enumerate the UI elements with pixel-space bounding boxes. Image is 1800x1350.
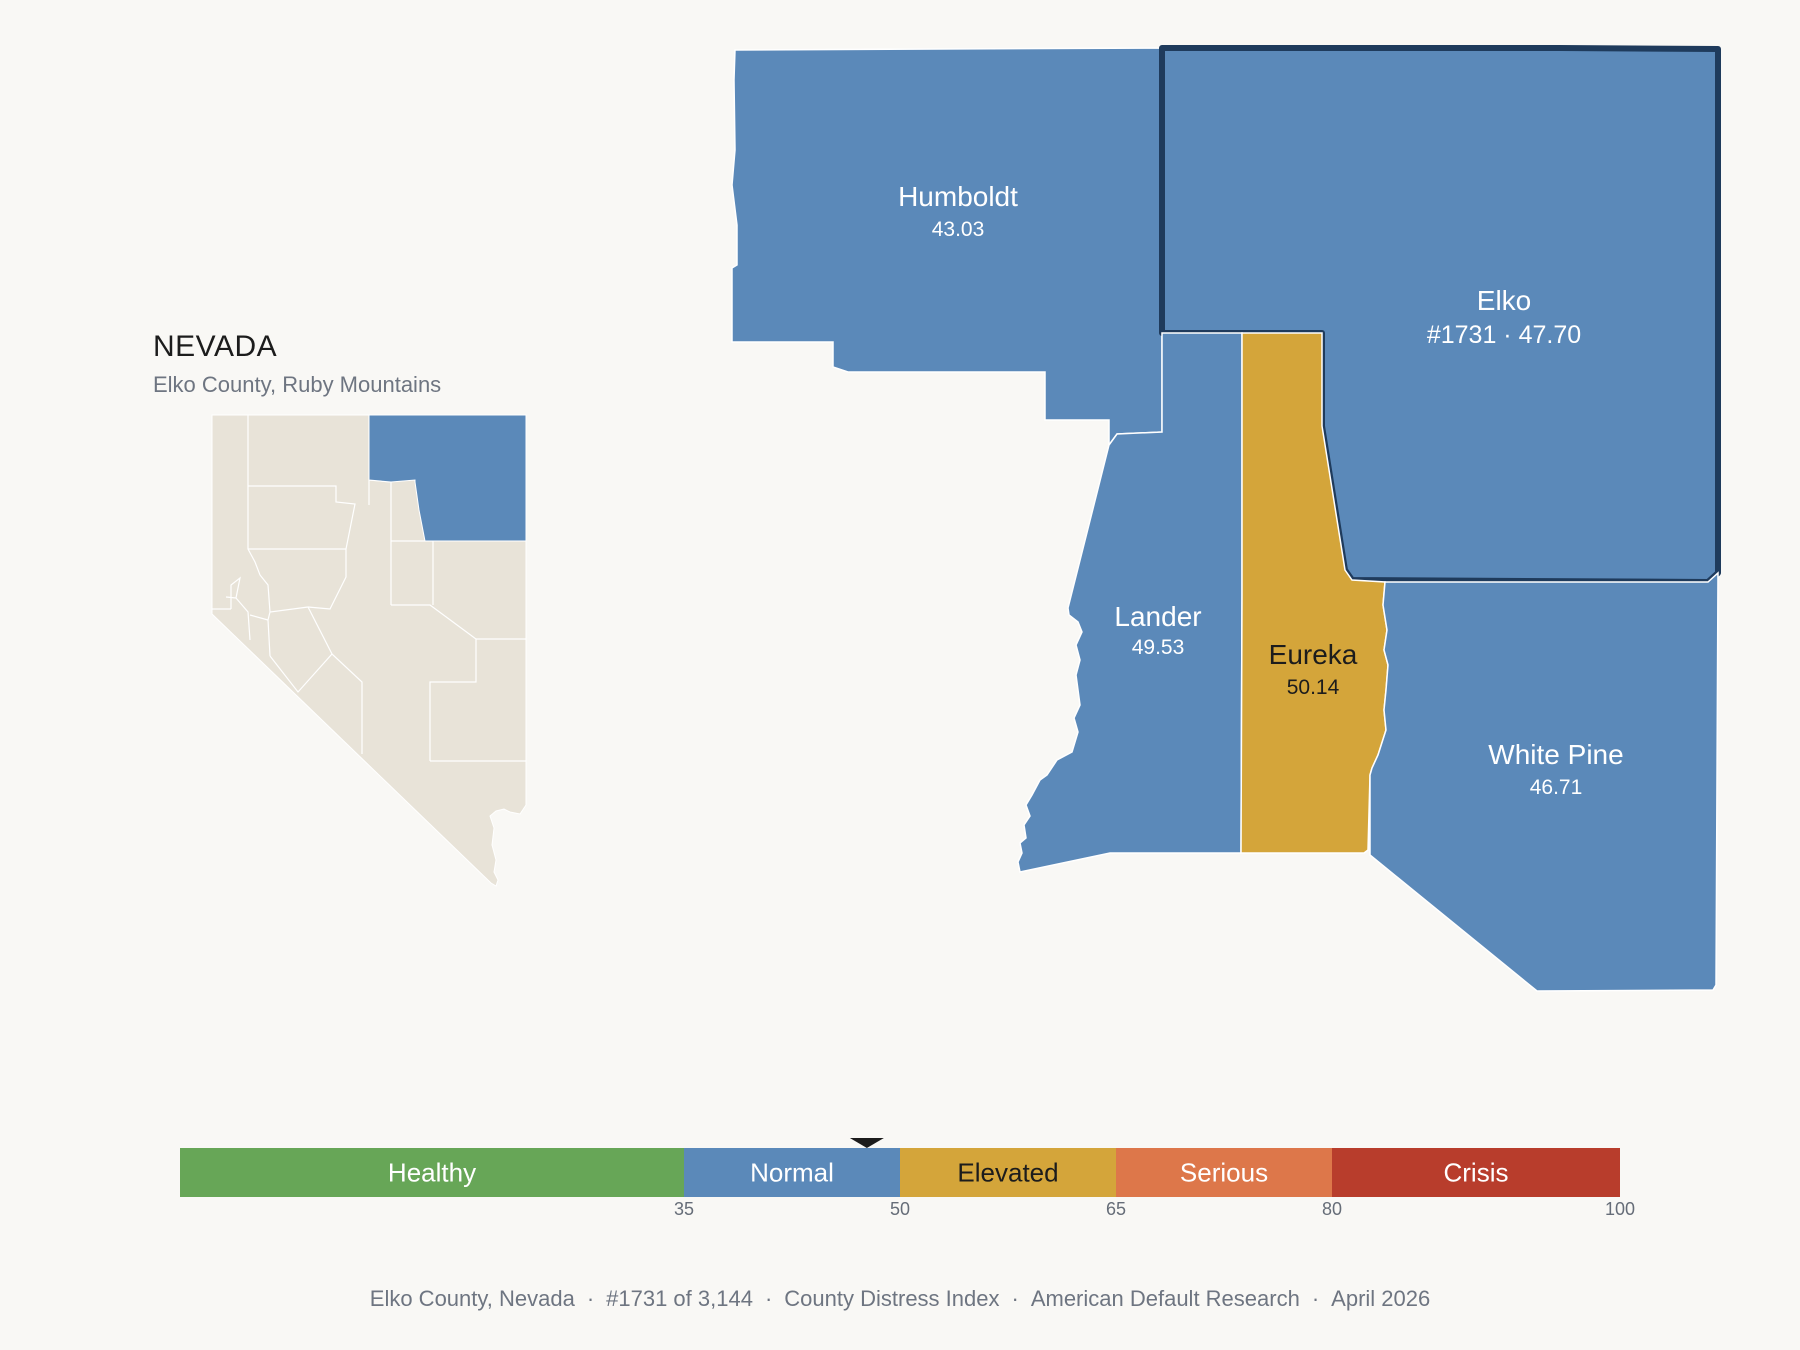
county-name-lander: Lander bbox=[1114, 601, 1201, 632]
county-value-elko: #1731 · 47.70 bbox=[1427, 321, 1581, 349]
county-value-eureka: 50.14 bbox=[1287, 676, 1340, 699]
scale-segment-elevated bbox=[900, 1148, 1116, 1197]
scale-label-normal: Normal bbox=[750, 1158, 834, 1188]
scale-label-crisis: Crisis bbox=[1444, 1158, 1509, 1188]
footer-index: County Distress Index bbox=[784, 1286, 1000, 1311]
county-white-pine[interactable] bbox=[1369, 571, 1719, 992]
county-value-lander: 49.53 bbox=[1132, 636, 1185, 659]
footer-rank: #1731 of 3,144 bbox=[606, 1286, 753, 1311]
scale-segment-healthy bbox=[180, 1148, 684, 1197]
label-elko: Elko #1731 · 47.70 bbox=[1427, 285, 1581, 349]
scale-segment-crisis bbox=[1332, 1148, 1620, 1197]
county-name-white-pine: White Pine bbox=[1488, 739, 1623, 770]
distress-scale-bar: Healthy Normal Elevated Serious Crisis 35 50 65… bbox=[180, 1138, 1635, 1219]
nevada-inset-map bbox=[211, 414, 527, 887]
label-lander: Lander 49.53 bbox=[1114, 601, 1201, 659]
label-white-pine: White Pine 46.71 bbox=[1488, 739, 1623, 799]
scale-marker bbox=[849, 1138, 884, 1148]
scale-segment-normal bbox=[684, 1148, 900, 1197]
scale-tick-50: 50 bbox=[890, 1199, 910, 1219]
county-name-humboldt: Humboldt bbox=[898, 181, 1018, 212]
footer: Elko County, Nevada · #1731 of 3,144 · Count… bbox=[369, 1286, 1431, 1311]
scale-segment-serious bbox=[1116, 1148, 1332, 1197]
inset-subtitle: Elko County, Ruby Mountains bbox=[153, 372, 442, 397]
scale-label-elevated: Elevated bbox=[957, 1158, 1058, 1188]
inset-title: NEVADA bbox=[153, 330, 278, 363]
scale-label-healthy: Healthy bbox=[388, 1158, 476, 1188]
scale-tick-35: 35 bbox=[674, 1199, 694, 1219]
county-humboldt[interactable] bbox=[731, 47, 1163, 448]
footer-source: American Default Research bbox=[1030, 1286, 1300, 1311]
label-eureka: Eureka 50.14 bbox=[1269, 639, 1358, 699]
scale-tick-80: 80 bbox=[1322, 1199, 1342, 1219]
county-name-elko: Elko bbox=[1477, 285, 1531, 316]
scale-tick-100: 100 bbox=[1605, 1199, 1635, 1219]
footer-date: April 2026 bbox=[1331, 1286, 1431, 1311]
county-value-white-pine: 46.71 bbox=[1530, 776, 1583, 799]
scale-label-serious: Serious bbox=[1180, 1158, 1268, 1188]
footer-county: Elko County, Nevada bbox=[369, 1286, 575, 1311]
county-name-eureka: Eureka bbox=[1269, 639, 1358, 670]
scale-tick-65: 65 bbox=[1106, 1199, 1126, 1219]
inset-elko-highlight bbox=[368, 414, 527, 542]
county-value-humboldt: 43.03 bbox=[932, 218, 985, 241]
label-humboldt: Humboldt 43.03 bbox=[898, 181, 1018, 241]
